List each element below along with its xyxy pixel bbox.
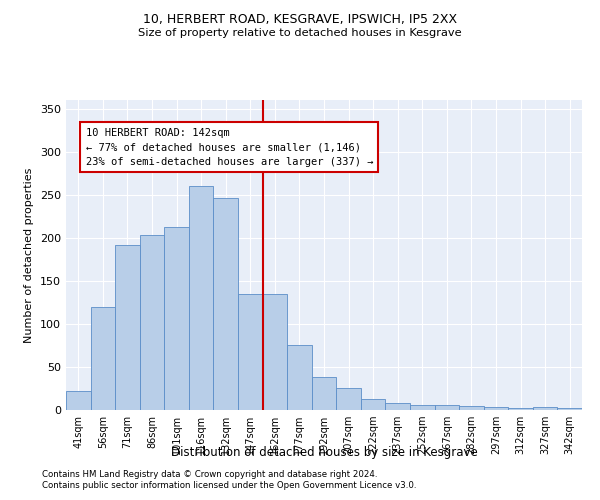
- Bar: [287, 346, 312, 410]
- Bar: [434, 405, 459, 410]
- Bar: [410, 405, 434, 410]
- Bar: [238, 294, 263, 410]
- Bar: [312, 378, 336, 410]
- Bar: [214, 198, 238, 410]
- Bar: [263, 294, 287, 410]
- Text: Size of property relative to detached houses in Kesgrave: Size of property relative to detached ho…: [138, 28, 462, 38]
- Bar: [91, 306, 115, 410]
- Text: Contains public sector information licensed under the Open Government Licence v3: Contains public sector information licen…: [42, 481, 416, 490]
- Bar: [459, 406, 484, 410]
- Bar: [336, 388, 361, 410]
- Text: Distribution of detached houses by size in Kesgrave: Distribution of detached houses by size …: [170, 446, 478, 459]
- Bar: [189, 186, 214, 410]
- Bar: [140, 235, 164, 410]
- Bar: [533, 408, 557, 410]
- Bar: [66, 391, 91, 410]
- Bar: [508, 408, 533, 410]
- Text: Contains HM Land Registry data © Crown copyright and database right 2024.: Contains HM Land Registry data © Crown c…: [42, 470, 377, 479]
- Bar: [115, 244, 140, 410]
- Bar: [557, 408, 582, 410]
- Bar: [164, 226, 189, 410]
- Bar: [484, 406, 508, 410]
- Bar: [361, 399, 385, 410]
- Text: 10 HERBERT ROAD: 142sqm
← 77% of detached houses are smaller (1,146)
23% of semi: 10 HERBERT ROAD: 142sqm ← 77% of detache…: [86, 128, 373, 167]
- Text: 10, HERBERT ROAD, KESGRAVE, IPSWICH, IP5 2XX: 10, HERBERT ROAD, KESGRAVE, IPSWICH, IP5…: [143, 12, 457, 26]
- Bar: [385, 403, 410, 410]
- Y-axis label: Number of detached properties: Number of detached properties: [25, 168, 34, 342]
